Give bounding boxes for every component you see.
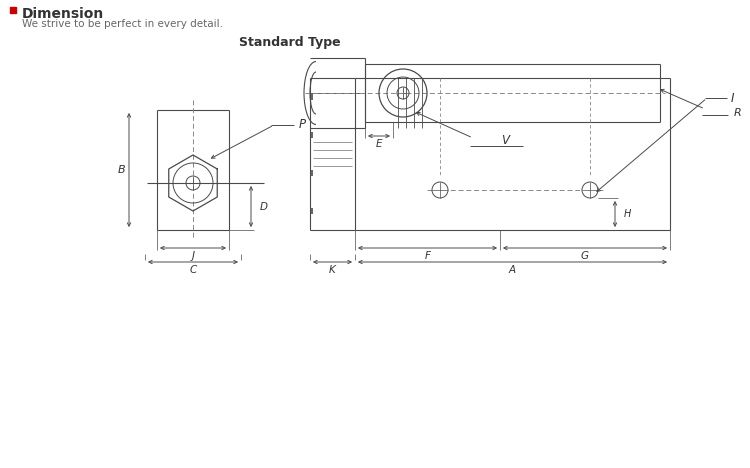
Text: K: K (329, 265, 336, 275)
Text: A: A (509, 265, 516, 275)
Text: Dimension: Dimension (22, 7, 104, 21)
Text: F: F (424, 251, 430, 261)
Text: J: J (191, 251, 194, 261)
Text: D: D (260, 202, 268, 212)
Text: B: B (118, 165, 126, 175)
Text: V: V (501, 133, 509, 146)
Text: G: G (581, 251, 589, 261)
Text: H: H (624, 209, 632, 219)
Text: We strive to be perfect in every detail.: We strive to be perfect in every detail. (22, 19, 223, 29)
Bar (10, 7, 16, 13)
Text: R: R (734, 108, 742, 118)
Text: Standard Type: Standard Type (239, 36, 340, 49)
Text: I: I (731, 92, 734, 104)
Text: C: C (189, 265, 196, 275)
Text: P: P (299, 118, 306, 132)
Text: E: E (376, 139, 382, 149)
